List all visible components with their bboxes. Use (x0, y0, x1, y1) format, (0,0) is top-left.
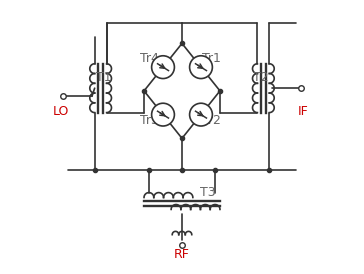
Circle shape (190, 103, 212, 126)
Circle shape (190, 56, 212, 79)
Circle shape (152, 56, 174, 79)
Text: T3: T3 (200, 186, 215, 199)
Text: Tr2: Tr2 (202, 114, 221, 127)
Text: RF: RF (174, 249, 190, 261)
Circle shape (152, 103, 174, 126)
Text: IF: IF (297, 105, 308, 118)
Text: Tr4: Tr4 (140, 52, 159, 65)
Text: Tr3: Tr3 (140, 114, 159, 127)
Text: T2: T2 (253, 71, 269, 84)
Text: T1: T1 (95, 71, 111, 84)
Text: Tr1: Tr1 (202, 52, 221, 65)
Text: LO: LO (53, 105, 70, 118)
